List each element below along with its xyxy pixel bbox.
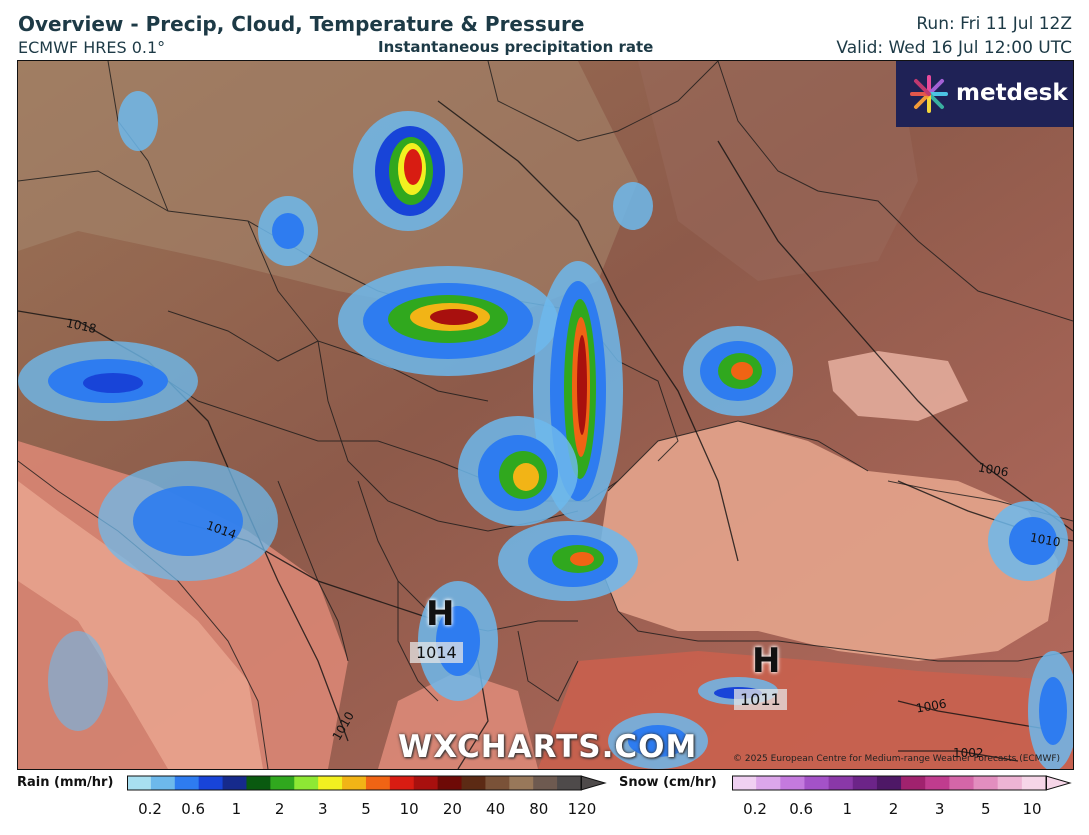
snow-colorbar-swatch [804, 776, 830, 790]
rain-colorbar-swatch [342, 776, 367, 790]
rain-colorbar [127, 775, 607, 791]
rain-band-central [338, 266, 558, 376]
rain-colorbar-swatch [174, 776, 200, 790]
aegean-sea [378, 671, 538, 769]
snow-colorbar-swatch [780, 776, 805, 790]
snow-colorbar-swatch [949, 776, 975, 790]
rain-colorbar-swatch [246, 776, 271, 790]
black-sea [598, 421, 1058, 661]
snow-colorbar-swatch [828, 776, 854, 790]
adriatic-sea [18, 481, 263, 769]
rain-tick-label: 10 [399, 800, 419, 818]
snow-tick-label: 3 [934, 800, 945, 818]
rain-colorbar-arrow [580, 775, 607, 791]
snow-tick-label: 10 [1022, 800, 1042, 818]
snow-tick-label: 1 [842, 800, 853, 818]
high-pressure-value-east: 1011 [734, 689, 787, 710]
rain-colorbar-swatch [318, 776, 343, 790]
snow-colorbar [732, 775, 1072, 791]
snow-colorbar-swatch [1021, 776, 1047, 790]
rain-band-east [683, 326, 793, 416]
rain-band-coast [498, 521, 638, 601]
copyright-notice: © 2025 European Centre for Medium-range … [733, 754, 1061, 764]
model-name: ECMWF HRES 0.1° [18, 38, 166, 57]
rain-tick-label: 20 [442, 800, 462, 818]
rain-tick-label: 2 [274, 800, 285, 818]
rain-band-west [18, 341, 198, 421]
rain-colorbar-swatch [533, 776, 558, 790]
run-time: Run: Fri 11 Jul 12Z [916, 14, 1072, 34]
rain-colorbar-swatch [389, 776, 415, 790]
rain-colorbar-swatch [437, 776, 463, 790]
snow-colorbar-swatch [876, 776, 902, 790]
snow-colorbar-swatch [925, 776, 950, 790]
snow-colorbar-swatch [756, 776, 781, 790]
snow-tick-label: 5 [981, 800, 991, 818]
snow-tick-label: 2 [888, 800, 899, 818]
snow-colorbar-swatch [997, 776, 1023, 790]
rain-tick-label: 5 [361, 800, 371, 818]
rain-colorbar-outline [127, 775, 582, 791]
rain-colorbar-swatch [461, 776, 486, 790]
valid-time: Valid: Wed 16 Jul 12:00 UTC [836, 38, 1072, 58]
rain-tick-label: 80 [529, 800, 549, 818]
rain-colorbar-swatch [485, 776, 510, 790]
watermark: WXCHARTS.COM [398, 729, 698, 765]
rain-legend-label: Rain (mm/hr) [17, 775, 114, 790]
weather-map: metdesk H 1014 H 1011 1018 1014 1010 100… [17, 60, 1074, 770]
rain-band-south [458, 416, 578, 526]
rain-colorbar-swatch [509, 776, 534, 790]
metdesk-wordmark: metdesk [956, 80, 1068, 106]
rain-tick-label: 0.2 [138, 800, 162, 818]
rain-tick-label: 1 [231, 800, 242, 818]
rain-tick-label: 120 [567, 800, 597, 818]
rain-colorbar-swatch [270, 776, 295, 790]
sea-of-azov [828, 351, 968, 421]
metdesk-burst-icon [910, 75, 948, 113]
rain-colorbar-swatch [557, 776, 582, 790]
metdesk-logo: metdesk [896, 61, 1073, 127]
snow-colorbar-swatch [852, 776, 878, 790]
snow-tick-label: 0.2 [743, 800, 767, 818]
rain-tick-label: 3 [318, 800, 328, 818]
snow-tick-label: 0.6 [789, 800, 814, 818]
snow-colorbar-swatch [732, 776, 757, 790]
snow-colorbar-outline [732, 775, 1047, 791]
snow-legend-label: Snow (cm/hr) [619, 775, 717, 790]
rain-tick-label: 40 [486, 800, 506, 818]
snow-colorbar-swatch [973, 776, 999, 790]
high-pressure-marker-east: H [752, 641, 781, 681]
rain-colorbar-swatch [198, 776, 224, 790]
snow-colorbar-swatch [901, 776, 926, 790]
chart-title: Overview - Precip, Cloud, Temperature & … [18, 12, 585, 36]
map-canvas [18, 61, 1073, 769]
rain-colorbar-swatch [222, 776, 247, 790]
field-name: Instantaneous precipitation rate [378, 38, 654, 56]
high-pressure-value-west: 1014 [410, 642, 463, 663]
rain-colorbar-swatch [150, 776, 176, 790]
rain-colorbar-swatch [294, 776, 319, 790]
cloud-cover [18, 61, 638, 321]
rain-cells-misc [48, 91, 1073, 769]
precip-cells [18, 91, 1073, 769]
rain-colorbar-swatch [127, 776, 152, 790]
high-pressure-marker-west: H [426, 594, 455, 634]
rain-tick-label: 0.6 [181, 800, 206, 818]
rain-band-north [353, 111, 463, 231]
isobar-label: 1002 [953, 746, 984, 760]
rain-band-adriatic [98, 461, 278, 581]
rain-colorbar-swatch [365, 776, 391, 790]
snow-colorbar-arrow [1045, 775, 1072, 791]
rain-colorbar-swatch [413, 776, 439, 790]
